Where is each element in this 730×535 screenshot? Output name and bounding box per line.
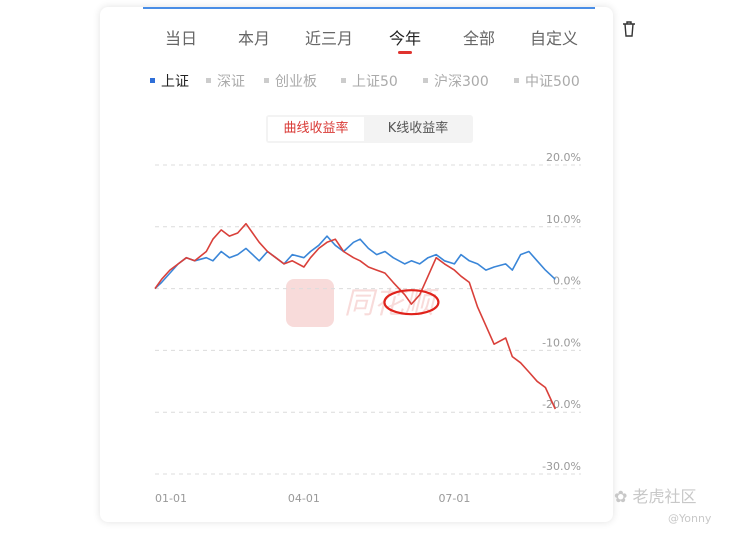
legend-label: 创业板 (275, 74, 317, 90)
legend-item-shenzhen[interactable]: 深证 (206, 71, 245, 91)
watermark-logo-icon (286, 279, 334, 327)
y-tick-label: -10.0% (542, 336, 581, 349)
legend-dot (423, 77, 428, 83)
y-tick-label: 20.0% (546, 151, 581, 164)
legend-item-shanghai[interactable]: 上证 (150, 71, 189, 91)
legend-item-chinext[interactable]: 创业板 (264, 71, 317, 91)
x-tick-label: 01-01 (155, 492, 187, 505)
index-legend: 上证 深证 创业板 上证50 沪深300 中证500 (148, 71, 588, 91)
active-tab-indicator (398, 51, 412, 54)
trash-icon[interactable] (621, 20, 637, 38)
legend-dot (514, 77, 519, 83)
x-tick-label: 07-01 (438, 492, 470, 505)
legend-label: 沪深300 (434, 74, 489, 90)
legend-label: 深证 (217, 74, 245, 90)
legend-label: 上证50 (352, 74, 398, 90)
tab-this-month[interactable]: 本月 (238, 29, 271, 48)
legend-dot (150, 77, 155, 83)
legend-label: 上证 (161, 74, 189, 90)
legend-item-csi300[interactable]: 沪深300 (423, 71, 489, 91)
y-tick-label: -20.0% (542, 398, 581, 411)
legend-item-csi500[interactable]: 中证500 (514, 71, 580, 91)
period-tabs: 当日 本月 近三月 今年 全部 自定义 (145, 25, 595, 55)
tab-this-year[interactable]: 今年 (389, 29, 422, 48)
legend-dot (264, 77, 269, 83)
series-line-shanghai-index (154, 235, 556, 290)
returns-card: 当日 本月 近三月 今年 全部 自定义 上证 深证 创业板 上证50 沪深300… (100, 7, 613, 522)
y-tick-label: -30.0% (542, 460, 581, 473)
tab-all[interactable]: 全部 (463, 29, 496, 48)
tab-today[interactable]: 当日 (165, 29, 198, 48)
social-watermark: ✿ 老虎社区 (614, 483, 697, 507)
y-tick-label: 10.0% (546, 213, 581, 226)
tiger-logo-icon: ✿ (614, 487, 628, 506)
return-type-toggle: 曲线收益率 K线收益率 (266, 115, 473, 143)
card-top-accent (143, 7, 595, 9)
legend-dot (341, 77, 346, 83)
legend-label: 中证500 (525, 74, 580, 90)
legend-dot (206, 77, 211, 83)
tab-custom[interactable]: 自定义 (530, 29, 579, 48)
watermark-social-label: 老虎社区 (632, 487, 697, 506)
kline-return-button[interactable]: K线收益率 (387, 121, 449, 136)
y-tick-label: 0.0% (553, 275, 581, 288)
x-tick-label: 04-01 (288, 492, 320, 505)
annotation-circle (383, 289, 440, 316)
watermark-username: @Yonny (668, 512, 712, 525)
series-line-user-return (154, 222, 557, 410)
tab-last-three-months[interactable]: 近三月 (305, 29, 354, 48)
returns-chart: 同花顺 20.0% 10.0% 0.0% -10.0% -20.0% -30.0% 01-01… (154, 151, 581, 505)
curve-return-button[interactable]: 曲线收益率 (268, 117, 364, 141)
center-watermark: 同花顺 (286, 279, 439, 327)
legend-item-sse50[interactable]: 上证50 (341, 71, 398, 91)
